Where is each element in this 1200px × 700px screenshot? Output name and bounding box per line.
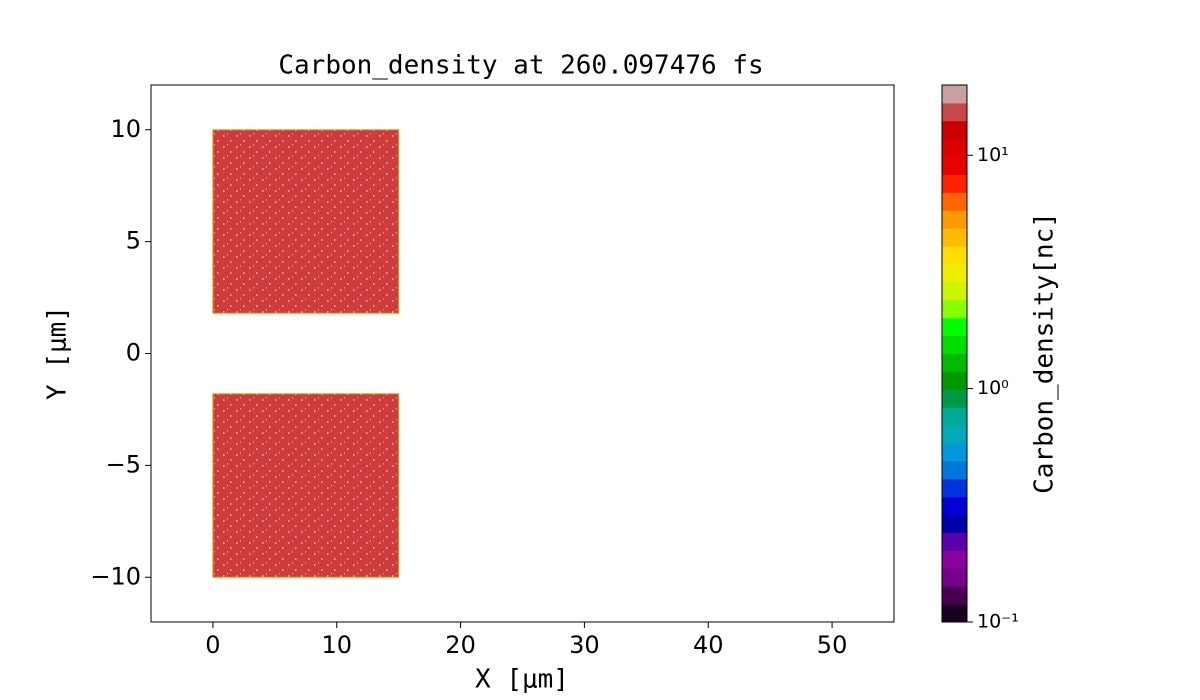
x-tick-label: 0 [205,631,220,659]
x-tick-label: 20 [445,631,476,659]
colorbar-band [942,407,967,426]
colorbar-frame [941,84,968,623]
colorbar-band [942,514,967,533]
colorbar-band [942,478,967,498]
colorbar-tick-label: 10¹ [977,144,1009,166]
colorbar-band [942,281,967,301]
x-tick-label: 40 [693,631,724,659]
colorbar-band [942,371,967,390]
colorbar-band [942,317,967,337]
colorbar-band [942,604,967,623]
density-texture [212,393,399,578]
colorbar-band [942,550,967,569]
colorbar-band [942,138,967,158]
colorbar-tick-label: 10⁰ [977,377,1009,399]
y-tick-label: 0 [126,339,141,367]
colorbar-band [942,192,967,211]
colorbar-band [942,443,967,462]
colorbar-band [942,156,967,175]
y-axis-label: Y [μm] [43,306,73,400]
colorbar-band [942,174,967,193]
colorbar-band [942,210,967,229]
chart-title: Carbon_density at 260.097476 fs [278,51,763,81]
y-tick-label: −5 [106,450,141,478]
y-tick-label: −10 [90,562,141,590]
colorbar-band [942,353,967,372]
colorbar-tick-label: 10⁻¹ [977,611,1019,633]
density-texture [212,129,399,314]
colorbar-band [942,246,967,265]
colorbar-band [942,102,967,122]
colorbar-band [942,568,967,587]
colorbar-band [942,264,967,283]
x-tick-label: 30 [569,631,600,659]
colorbar-band [942,532,967,551]
colorbar-label: Carbon_density[nc] [1030,212,1060,494]
colorbar-band [942,120,967,140]
y-tick-label: 10 [110,115,141,143]
colorbar-band [942,460,967,480]
colorbar-band [942,228,967,247]
colorbar-band [942,586,967,605]
colorbar-band [942,335,967,354]
x-tick-label: 50 [817,631,848,659]
x-axis-label: X [μm] [475,665,569,695]
colorbar-band [942,496,967,516]
colorbar-band [942,299,967,319]
y-tick-label: 5 [126,227,141,255]
colorbar-band [942,425,967,444]
colorbar-band [942,85,967,104]
colorbar-band [942,389,967,408]
x-tick-label: 10 [321,631,352,659]
